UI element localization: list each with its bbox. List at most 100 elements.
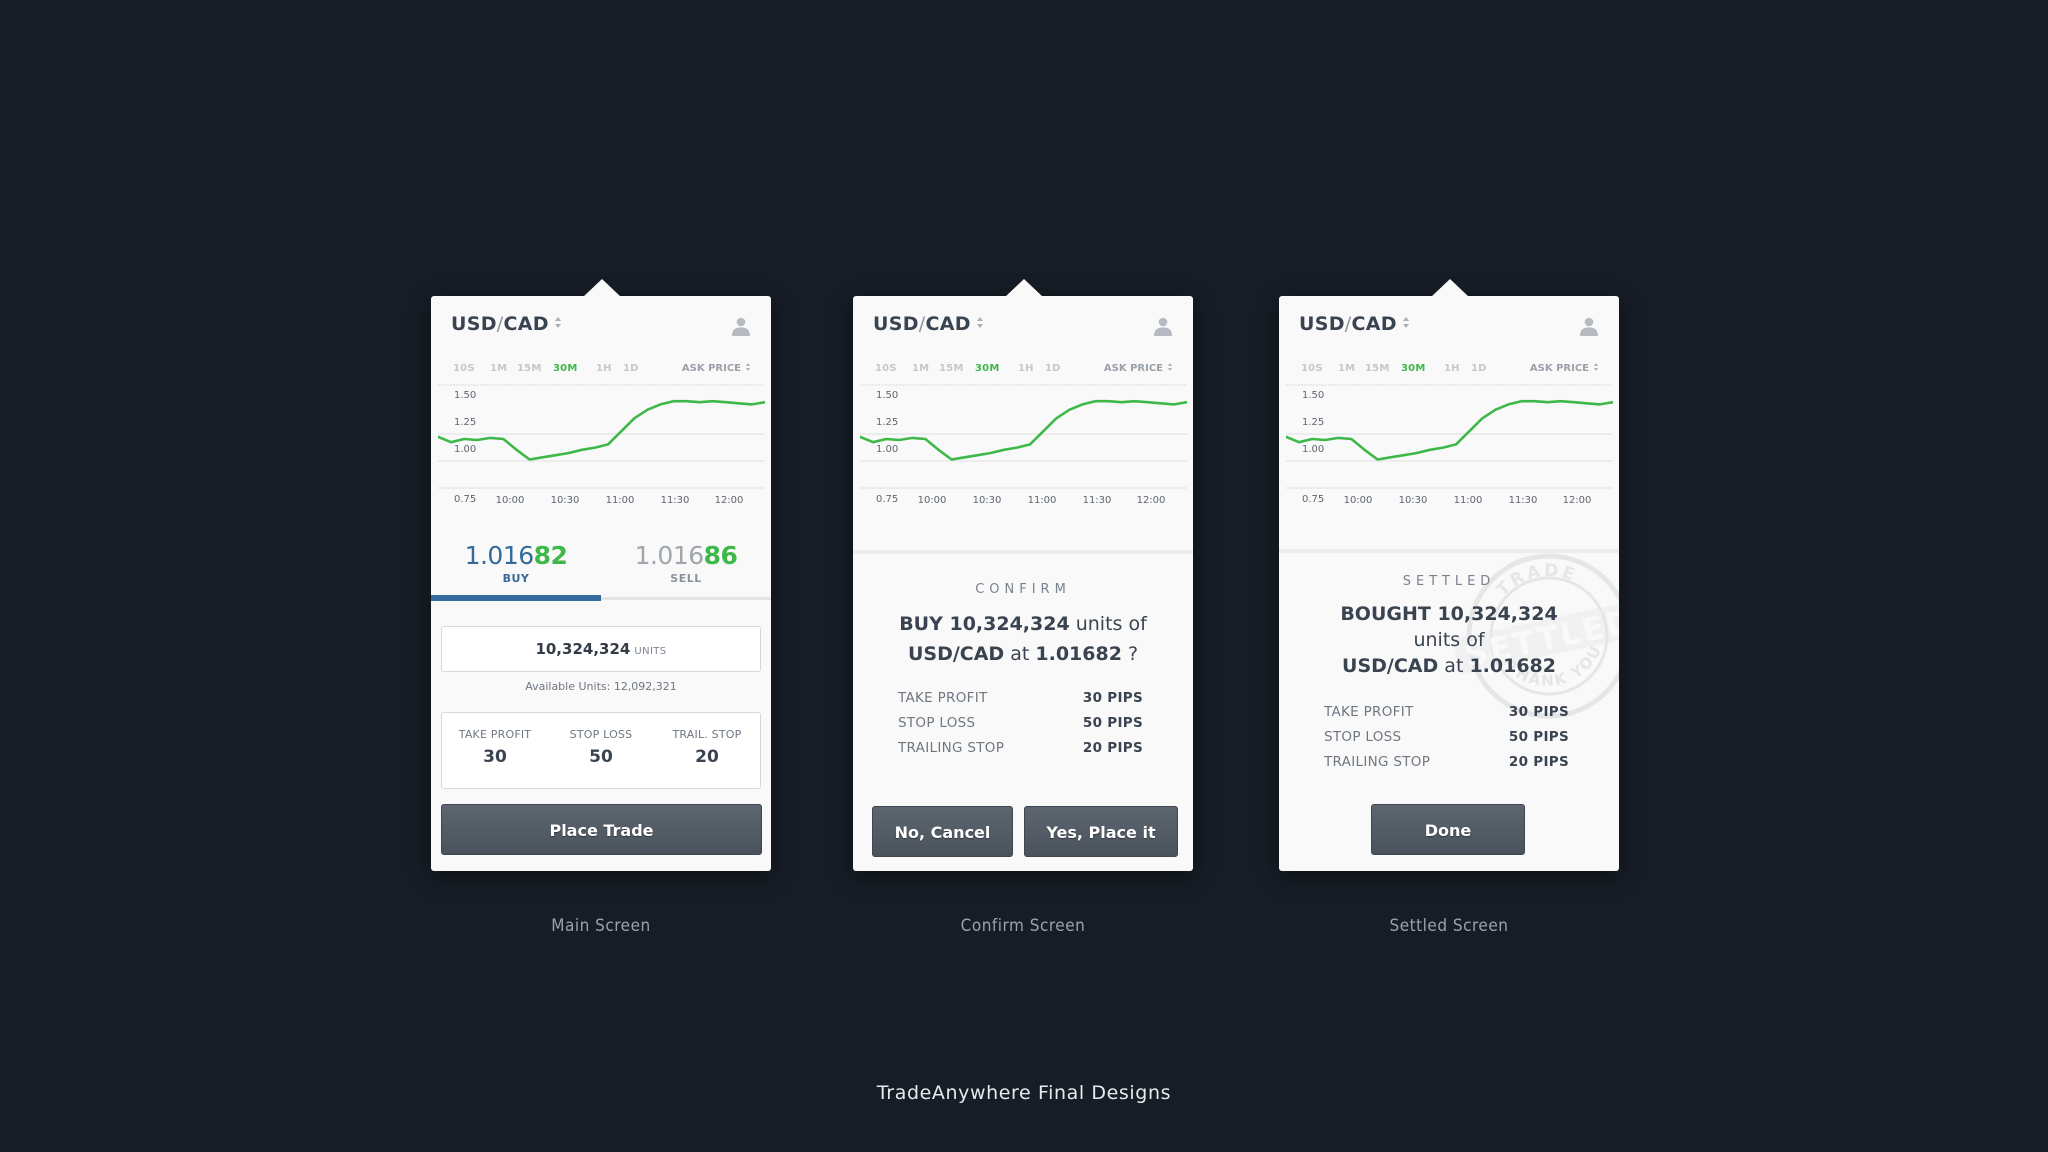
svg-text:1.50: 1.50: [876, 390, 898, 401]
take-profit-value: 30: [483, 747, 507, 767]
tab-10s[interactable]: 10S: [453, 363, 475, 374]
stop-loss-value: 50: [589, 747, 613, 767]
sort-updown-icon: [1168, 363, 1173, 371]
section-divider: [853, 550, 1193, 554]
user-icon[interactable]: [731, 316, 751, 336]
cancel-button[interactable]: No, Cancel: [872, 806, 1013, 857]
sell-price-prefix: 1.016: [634, 541, 705, 570]
available-units: Available Units: 12,092,321: [525, 680, 677, 693]
detail-row: STOP LOSS 50 PIPS: [898, 715, 1143, 740]
tab-1h[interactable]: 1H: [596, 363, 612, 374]
detail-value: 30 PIPS: [1082, 690, 1143, 706]
take-profit-label: TAKE PROFIT: [458, 728, 532, 741]
confirm-summary: BUY 10,324,324 units of USD/CAD at 1.016…: [853, 609, 1193, 669]
svg-text:1.25: 1.25: [454, 417, 476, 428]
pair-quote: CAD: [1351, 313, 1397, 335]
card-header: USD/CAD: [853, 296, 1193, 356]
tab-1d[interactable]: 1D: [623, 363, 639, 374]
detail-row: TAKE PROFIT 30 PIPS: [1324, 704, 1569, 729]
tab-1m[interactable]: 1M: [1338, 363, 1356, 374]
detail-label: TRAILING STOP: [898, 740, 1005, 756]
tab-1m[interactable]: 1M: [490, 363, 508, 374]
pair-slash: /: [496, 313, 504, 335]
tab-15m[interactable]: 15M: [939, 363, 964, 374]
tab-10s[interactable]: 10S: [875, 363, 897, 374]
tab-10s[interactable]: 10S: [1301, 363, 1323, 374]
currency-pair-selector[interactable]: USD/CAD: [1299, 313, 1410, 335]
units-value: 10,324,324: [535, 640, 631, 658]
currency-pair-selector[interactable]: USD/CAD: [873, 313, 984, 335]
svg-text:12:00: 12:00: [715, 495, 744, 506]
tab-15m[interactable]: 15M: [1365, 363, 1390, 374]
timeframe-tabs: 10S 1M 15M 30M 1H 1D ASK PRICE: [875, 363, 1173, 379]
detail-label: TAKE PROFIT: [1324, 704, 1414, 720]
sell-price-tab[interactable]: 1.01686 SELL: [601, 541, 771, 585]
bought-units: BOUGHT 10,324,324: [1340, 603, 1558, 625]
buy-price-prefix: 1.016: [464, 541, 535, 570]
currency-pair-selector[interactable]: USD/CAD: [451, 313, 562, 335]
svg-text:11:30: 11:30: [661, 495, 690, 506]
pair-quote: CAD: [503, 313, 549, 335]
svg-text:0.75: 0.75: [876, 494, 898, 505]
sell-label: SELL: [670, 572, 702, 585]
svg-text:11:00: 11:00: [1454, 495, 1483, 506]
tab-15m[interactable]: 15M: [517, 363, 542, 374]
svg-text:1.25: 1.25: [876, 417, 898, 428]
settled-screen-caption: Settled Screen: [1389, 916, 1509, 936]
buy-price-tab[interactable]: 1.01682 BUY: [431, 541, 601, 585]
svg-text:11:30: 11:30: [1083, 495, 1112, 506]
trailing-stop-field[interactable]: TRAIL. STOP 20: [654, 728, 760, 767]
main-screen-card: USD/CAD 10S 1M 15M 30M 1H 1D ASK PRICE 1…: [431, 279, 771, 871]
units-input[interactable]: 10,324,324 UNITS: [441, 626, 761, 672]
svg-text:11:30: 11:30: [1509, 495, 1538, 506]
price-type-selector[interactable]: ASK PRICE: [682, 363, 751, 374]
tab-1h[interactable]: 1H: [1018, 363, 1034, 374]
price-type-selector[interactable]: ASK PRICE: [1104, 363, 1173, 374]
place-trade-button[interactable]: Place Trade: [441, 804, 762, 855]
pair-slash: /: [1344, 313, 1352, 335]
detail-label: STOP LOSS: [1324, 729, 1402, 745]
done-button[interactable]: Done: [1371, 804, 1525, 855]
user-icon[interactable]: [1579, 316, 1599, 336]
timeframe-tabs: 10S 1M 15M 30M 1H 1D ASK PRICE: [453, 363, 751, 379]
detail-row: TRAILING STOP 20 PIPS: [1324, 754, 1569, 779]
buy-tab-indicator: [431, 595, 601, 601]
sort-updown-icon: [976, 317, 984, 328]
price-type-label: ASK PRICE: [681, 363, 741, 374]
detail-value: 20 PIPS: [1082, 740, 1143, 756]
card-header: USD/CAD: [431, 296, 771, 356]
price-type-label: ASK PRICE: [1529, 363, 1589, 374]
tab-track: [601, 597, 771, 600]
section-divider: [1279, 549, 1619, 553]
svg-text:1.00: 1.00: [876, 444, 898, 455]
svg-text:10:30: 10:30: [973, 495, 1002, 506]
tab-1h[interactable]: 1H: [1444, 363, 1460, 374]
svg-text:10:00: 10:00: [918, 495, 947, 506]
sort-updown-icon: [746, 363, 751, 371]
tab-1m[interactable]: 1M: [912, 363, 930, 374]
pair-base: USD: [1299, 313, 1345, 335]
detail-row: TRAILING STOP 20 PIPS: [898, 740, 1143, 765]
tab-30m[interactable]: 30M: [975, 363, 1000, 374]
tab-30m[interactable]: 30M: [1401, 363, 1426, 374]
settled-summary: BOUGHT 10,324,324 units of USD/CAD at 1.…: [1279, 601, 1619, 679]
svg-text:10:00: 10:00: [1344, 495, 1373, 506]
detail-row: STOP LOSS 50 PIPS: [1324, 729, 1569, 754]
pair-base: USD: [873, 313, 919, 335]
pair-base: USD: [451, 313, 497, 335]
take-profit-field[interactable]: TAKE PROFIT 30: [442, 728, 548, 767]
tab-1d[interactable]: 1D: [1045, 363, 1061, 374]
question-mark: ?: [1121, 643, 1139, 665]
confirm-place-button[interactable]: Yes, Place it: [1024, 806, 1178, 857]
confirm-screen-card: USD/CAD 10S 1M 15M 30M 1H 1D ASK PRICE 1…: [853, 279, 1193, 871]
user-icon[interactable]: [1153, 316, 1173, 336]
svg-text:1.50: 1.50: [1302, 390, 1324, 401]
tab-1d[interactable]: 1D: [1471, 363, 1487, 374]
sort-updown-icon: [1594, 363, 1599, 371]
detail-value: 30 PIPS: [1508, 704, 1569, 720]
tab-30m[interactable]: 30M: [553, 363, 578, 374]
detail-label: STOP LOSS: [898, 715, 976, 731]
price-type-selector[interactable]: ASK PRICE: [1530, 363, 1599, 374]
price-type-label: ASK PRICE: [1103, 363, 1163, 374]
stop-loss-field[interactable]: STOP LOSS 50: [548, 728, 654, 767]
